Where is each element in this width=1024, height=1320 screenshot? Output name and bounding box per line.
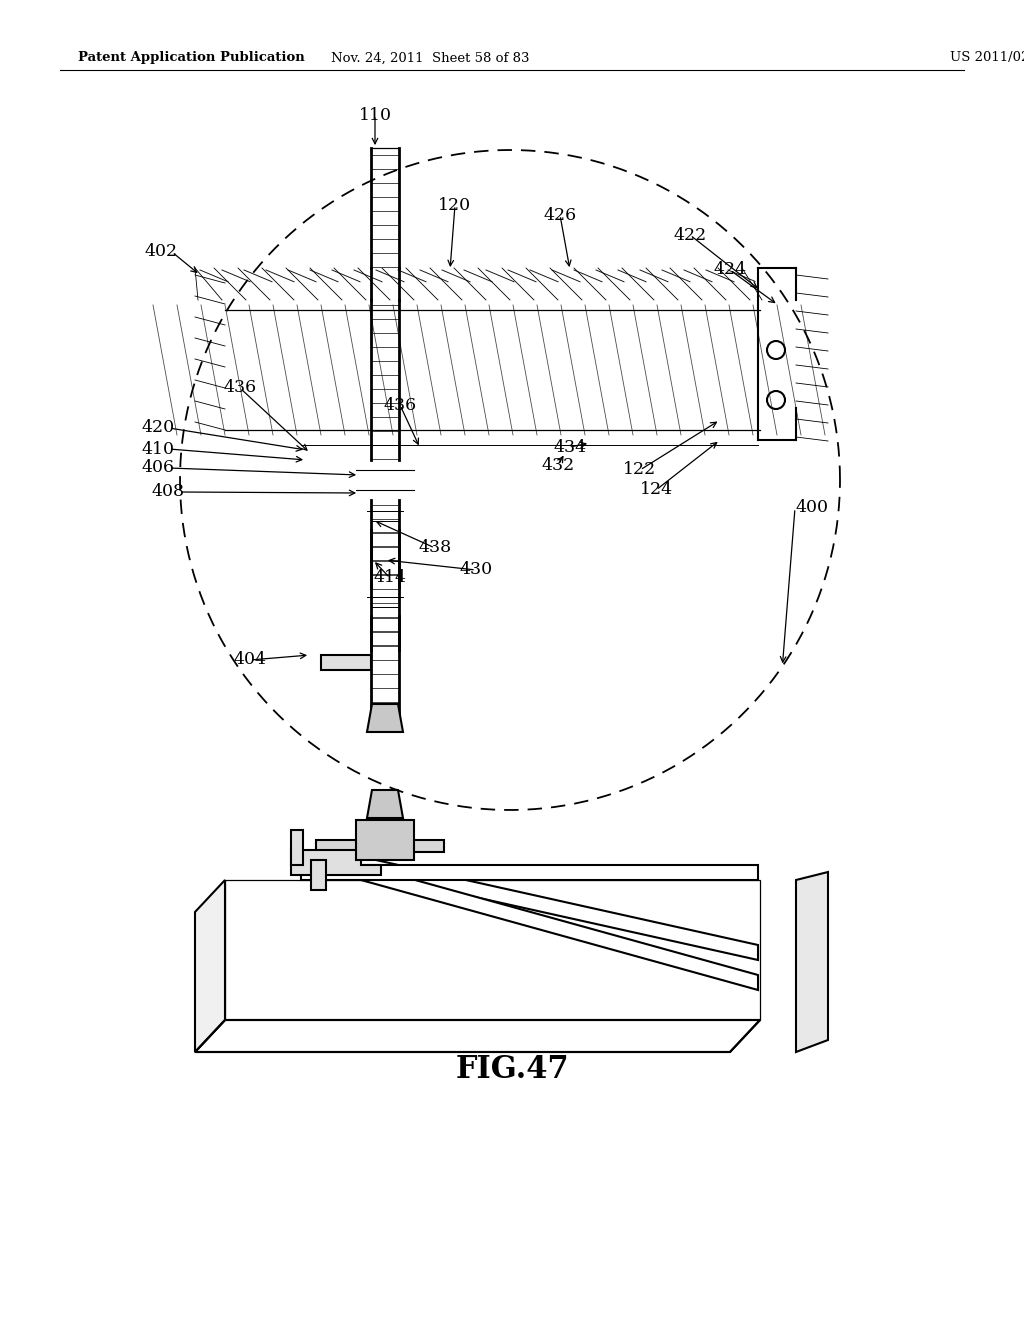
Polygon shape — [301, 865, 758, 880]
Text: 422: 422 — [674, 227, 707, 243]
Polygon shape — [321, 655, 371, 671]
Text: 434: 434 — [553, 438, 587, 455]
Polygon shape — [291, 850, 381, 875]
Text: Patent Application Publication: Patent Application Publication — [78, 51, 305, 65]
Text: 122: 122 — [624, 462, 656, 479]
Text: 432: 432 — [542, 457, 574, 474]
Polygon shape — [225, 880, 760, 1020]
Text: 424: 424 — [714, 261, 746, 279]
Text: 404: 404 — [233, 652, 266, 668]
Text: 120: 120 — [438, 197, 472, 214]
Text: 420: 420 — [142, 420, 175, 437]
Text: 124: 124 — [639, 482, 673, 499]
Text: US 2011/0284283 A1: US 2011/0284283 A1 — [950, 51, 1024, 65]
Text: 402: 402 — [144, 243, 178, 260]
Text: 438: 438 — [419, 540, 452, 557]
Polygon shape — [356, 820, 414, 861]
Text: 436: 436 — [383, 396, 417, 413]
Polygon shape — [195, 880, 225, 1052]
Polygon shape — [311, 861, 326, 890]
Text: 430: 430 — [460, 561, 493, 578]
Text: 426: 426 — [544, 206, 577, 223]
Text: 414: 414 — [374, 569, 407, 586]
Text: 436: 436 — [223, 380, 257, 396]
Polygon shape — [796, 873, 828, 1052]
Polygon shape — [331, 850, 758, 960]
Text: Nov. 24, 2011  Sheet 58 of 83: Nov. 24, 2011 Sheet 58 of 83 — [331, 51, 529, 65]
Polygon shape — [316, 840, 444, 851]
Text: 110: 110 — [358, 107, 391, 124]
Polygon shape — [291, 830, 303, 865]
Polygon shape — [361, 865, 758, 990]
Text: 400: 400 — [795, 499, 828, 516]
Text: 410: 410 — [142, 441, 175, 458]
Text: 408: 408 — [152, 483, 185, 500]
Polygon shape — [367, 789, 403, 818]
Text: FIG.47: FIG.47 — [456, 1055, 568, 1085]
Polygon shape — [195, 1020, 760, 1052]
Polygon shape — [367, 704, 403, 733]
Text: 406: 406 — [142, 459, 175, 477]
